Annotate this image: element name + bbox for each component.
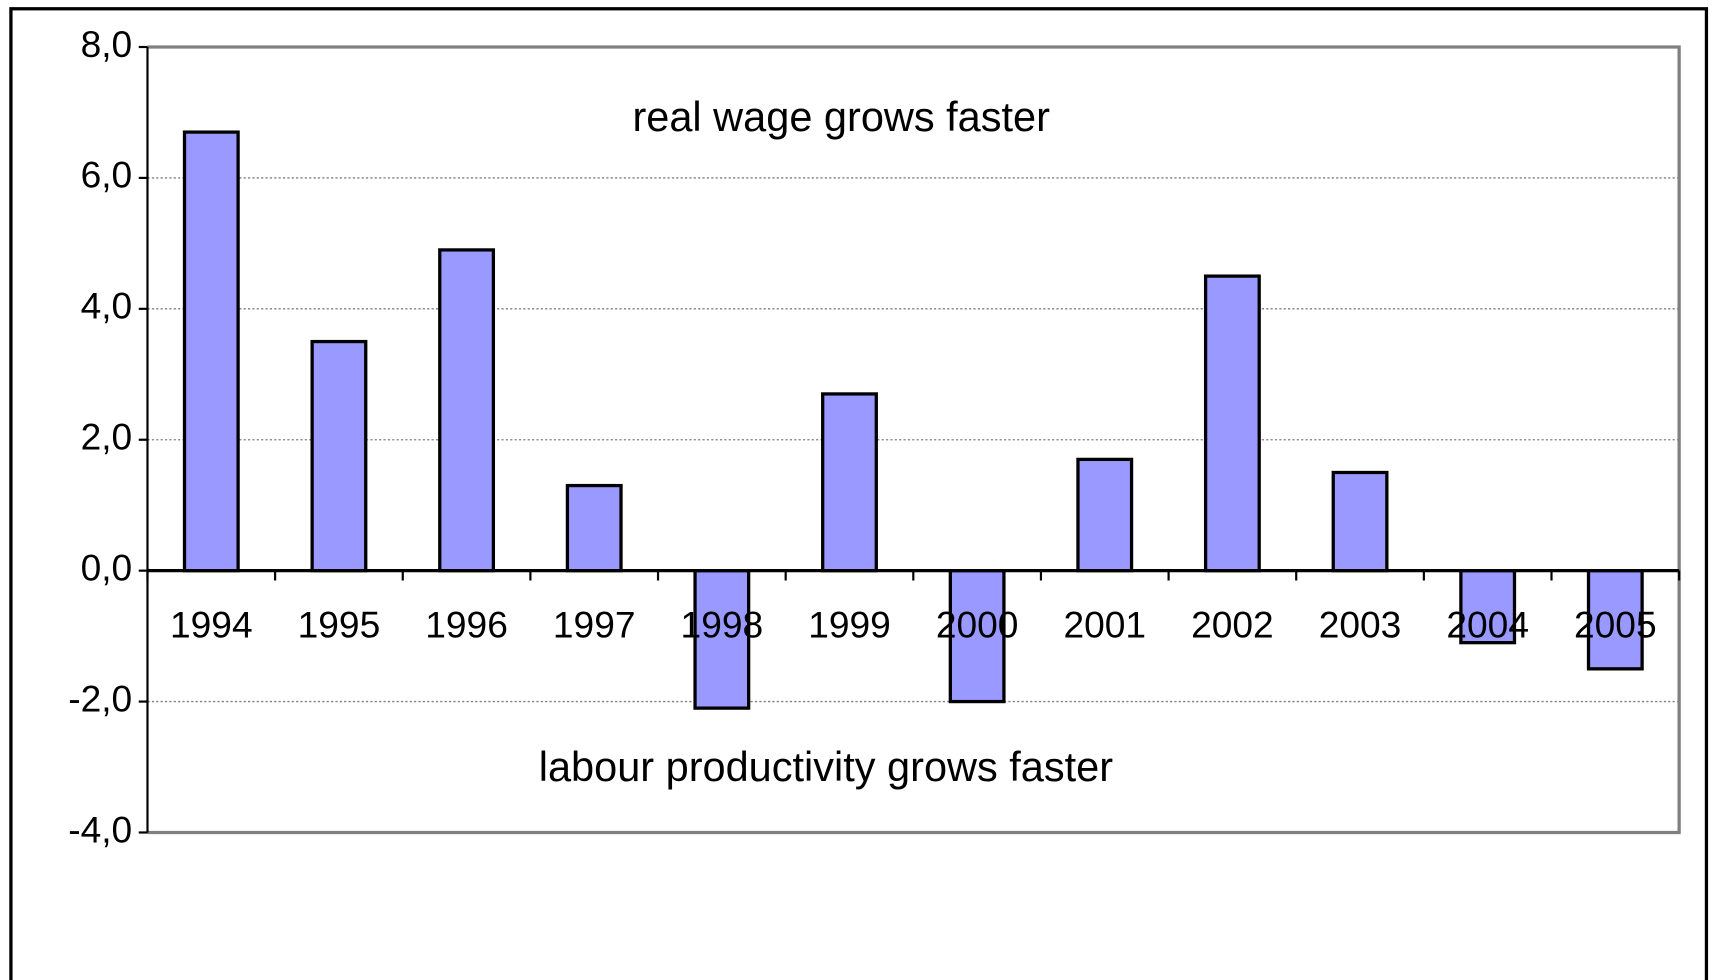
annotation: real wage grows faster <box>632 93 1050 140</box>
x-tick-label: 2001 <box>1063 603 1146 645</box>
y-tick-label: 6,0 <box>81 154 133 196</box>
x-tick-label: 2002 <box>1191 603 1274 645</box>
bar <box>438 248 496 573</box>
bar <box>1203 274 1261 573</box>
y-tick-label: 8,0 <box>81 23 133 65</box>
x-tick-label: 2005 <box>1574 603 1657 645</box>
bar <box>1076 457 1134 573</box>
y-tick-label: -2,0 <box>68 677 132 719</box>
x-tick-label: 1999 <box>808 603 891 645</box>
y-tick-label: -4,0 <box>68 808 132 850</box>
annotation: labour productivity grows faster <box>539 743 1114 790</box>
bar <box>310 339 368 573</box>
x-tick-label: 1996 <box>425 603 508 645</box>
bar <box>565 483 623 573</box>
bar <box>1331 470 1389 573</box>
x-tick-label: 1994 <box>170 603 253 645</box>
bar <box>693 569 751 710</box>
y-tick-label: 4,0 <box>81 285 133 327</box>
x-tick-label: 1997 <box>553 603 636 645</box>
x-tick-label: 2003 <box>1319 603 1402 645</box>
bar <box>821 392 878 573</box>
x-tick-label: 1995 <box>298 603 381 645</box>
x-tick-label: 2004 <box>1446 603 1529 645</box>
bar <box>1586 569 1644 671</box>
x-tick-label: 1998 <box>681 603 764 645</box>
bar <box>948 569 1006 704</box>
y-tick-label: 2,0 <box>81 416 133 458</box>
y-tick-label: 0,0 <box>81 546 133 588</box>
x-tick-label: 2000 <box>936 603 1019 645</box>
bar <box>182 130 240 573</box>
